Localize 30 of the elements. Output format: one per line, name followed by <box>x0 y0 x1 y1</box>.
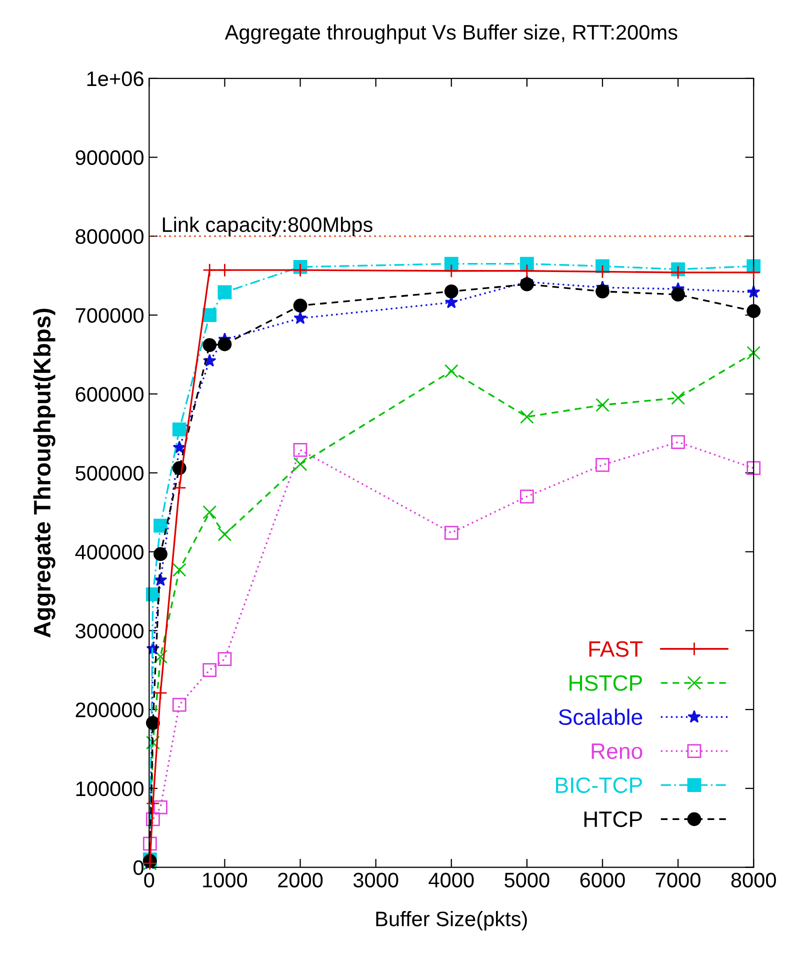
legend-label: Scalable <box>558 708 642 725</box>
y-tick-label: 300000 <box>76 624 144 638</box>
y-tick-label: 400000 <box>75 544 144 560</box>
x-tick-label: 6000 <box>580 872 625 888</box>
annotation: Link capacity:800Mbps <box>162 216 372 236</box>
y-tick-label: 900000 <box>76 150 144 166</box>
x-tick-label: 2000 <box>278 872 323 888</box>
x-axis-title: Buffer Size(pkts) <box>376 911 527 930</box>
y-tick-label: 1e+06 <box>87 71 144 86</box>
x-tick-label: 1000 <box>203 872 248 888</box>
y-tick-label: 0 <box>134 860 144 876</box>
x-tick-label: 7000 <box>656 872 700 888</box>
legend-label: Reno <box>592 744 642 760</box>
x-tick-label: 0 <box>144 872 154 888</box>
legend-label: FAST <box>589 641 643 657</box>
x-tick-label: 4000 <box>428 872 474 888</box>
y-tick-label: 200000 <box>76 702 144 718</box>
y-tick-label: 600000 <box>76 386 144 402</box>
legend-label: BIC-TCP <box>556 777 642 794</box>
y-tick-label: 800000 <box>76 229 144 244</box>
legend-label: HTCP <box>584 811 642 828</box>
x-tick-label: 5000 <box>504 872 550 888</box>
y-tick-label: 100000 <box>76 781 144 796</box>
x-tick-label: 8000 <box>731 872 776 888</box>
y-tick-label: 500000 <box>76 466 144 481</box>
chart-title: Aggregate throughput Vs Buffer size, RTT:200ms <box>224 24 678 44</box>
y-tick-label: 700000 <box>76 308 144 323</box>
x-tick-label: 3000 <box>353 872 398 888</box>
y-axis-title: Aggregate Throughput(Kbps) <box>33 308 56 638</box>
legend-label: HSTCP <box>570 675 642 691</box>
